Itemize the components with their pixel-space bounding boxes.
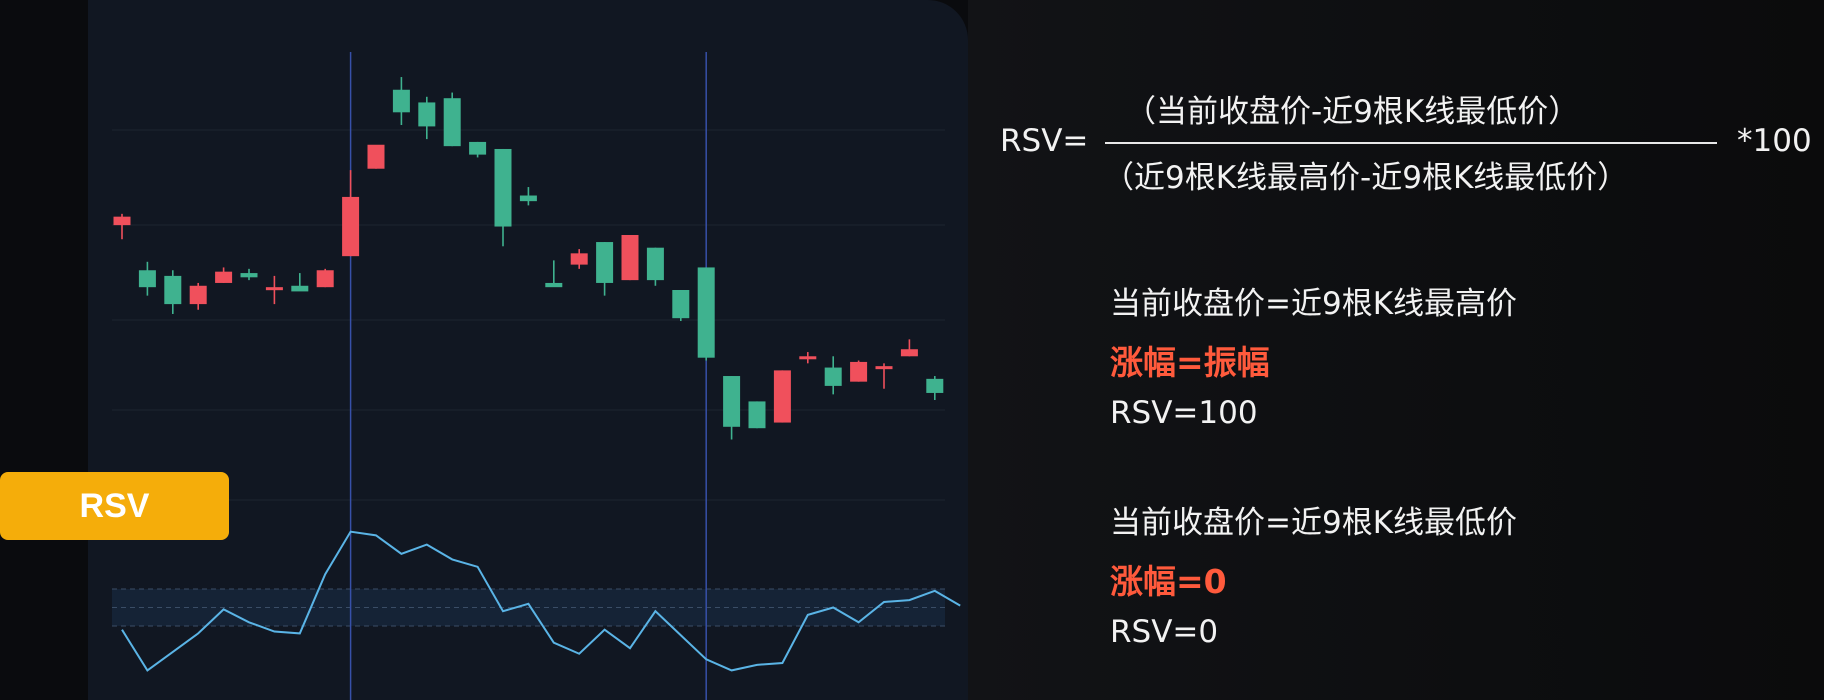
candle-body [900, 349, 918, 357]
rsv-line [121, 530, 961, 672]
formula-denominator: （近9根K线最高价-近9根K线最低价） [1103, 160, 1629, 196]
candle-body [265, 287, 283, 291]
candle-body [596, 242, 614, 283]
formula-prefix: RSV= [1000, 123, 1089, 159]
candle-body [850, 361, 868, 382]
candle-body [367, 144, 385, 169]
formula-numerator: （当前收盘价-近9根K线最低价） [1125, 94, 1580, 130]
case-2-condition: 当前收盘价=近9根K线最低价 [1110, 505, 1518, 541]
candle-body [926, 378, 944, 393]
case-1-highlight: 涨幅=振幅 [1110, 343, 1270, 382]
candle-body [164, 275, 182, 305]
candle-body [215, 271, 233, 283]
candle-body [418, 102, 436, 127]
explanation-panel [968, 0, 1824, 700]
rsv-badge: RSV [0, 472, 229, 540]
candle-body [138, 270, 156, 288]
candle-body [875, 366, 893, 370]
candle-body [697, 267, 715, 358]
candle-body [773, 370, 791, 423]
candle-body [240, 273, 258, 278]
candle-body [494, 148, 512, 227]
candle-body [469, 141, 487, 155]
fraction-bar [1105, 142, 1717, 144]
candle-body [570, 253, 588, 265]
formula-multiplier: *100 [1737, 123, 1812, 159]
case-2-result: RSV=0 [1110, 614, 1219, 650]
candle-body [545, 282, 563, 288]
candle-body [824, 367, 842, 386]
candle-body [189, 285, 207, 305]
candle-body [443, 98, 461, 147]
candle-body [342, 196, 360, 257]
chart-panel [88, 0, 968, 700]
candle-body [291, 285, 309, 292]
candle-body [519, 195, 537, 202]
kline-rsv-chart [112, 52, 961, 700]
candle-body [799, 356, 817, 360]
candle-body [621, 235, 639, 281]
candle-body [392, 89, 410, 113]
case-1-condition: 当前收盘价=近9根K线最高价 [1110, 286, 1518, 322]
candle-body [672, 290, 690, 319]
candle-body [748, 401, 766, 429]
candle-body [113, 216, 131, 226]
candle-body [723, 376, 741, 427]
candle-body [646, 247, 664, 281]
case-2-highlight: 涨幅=0 [1110, 562, 1227, 601]
candle-body [316, 270, 334, 288]
case-1-result: RSV=100 [1110, 395, 1258, 431]
